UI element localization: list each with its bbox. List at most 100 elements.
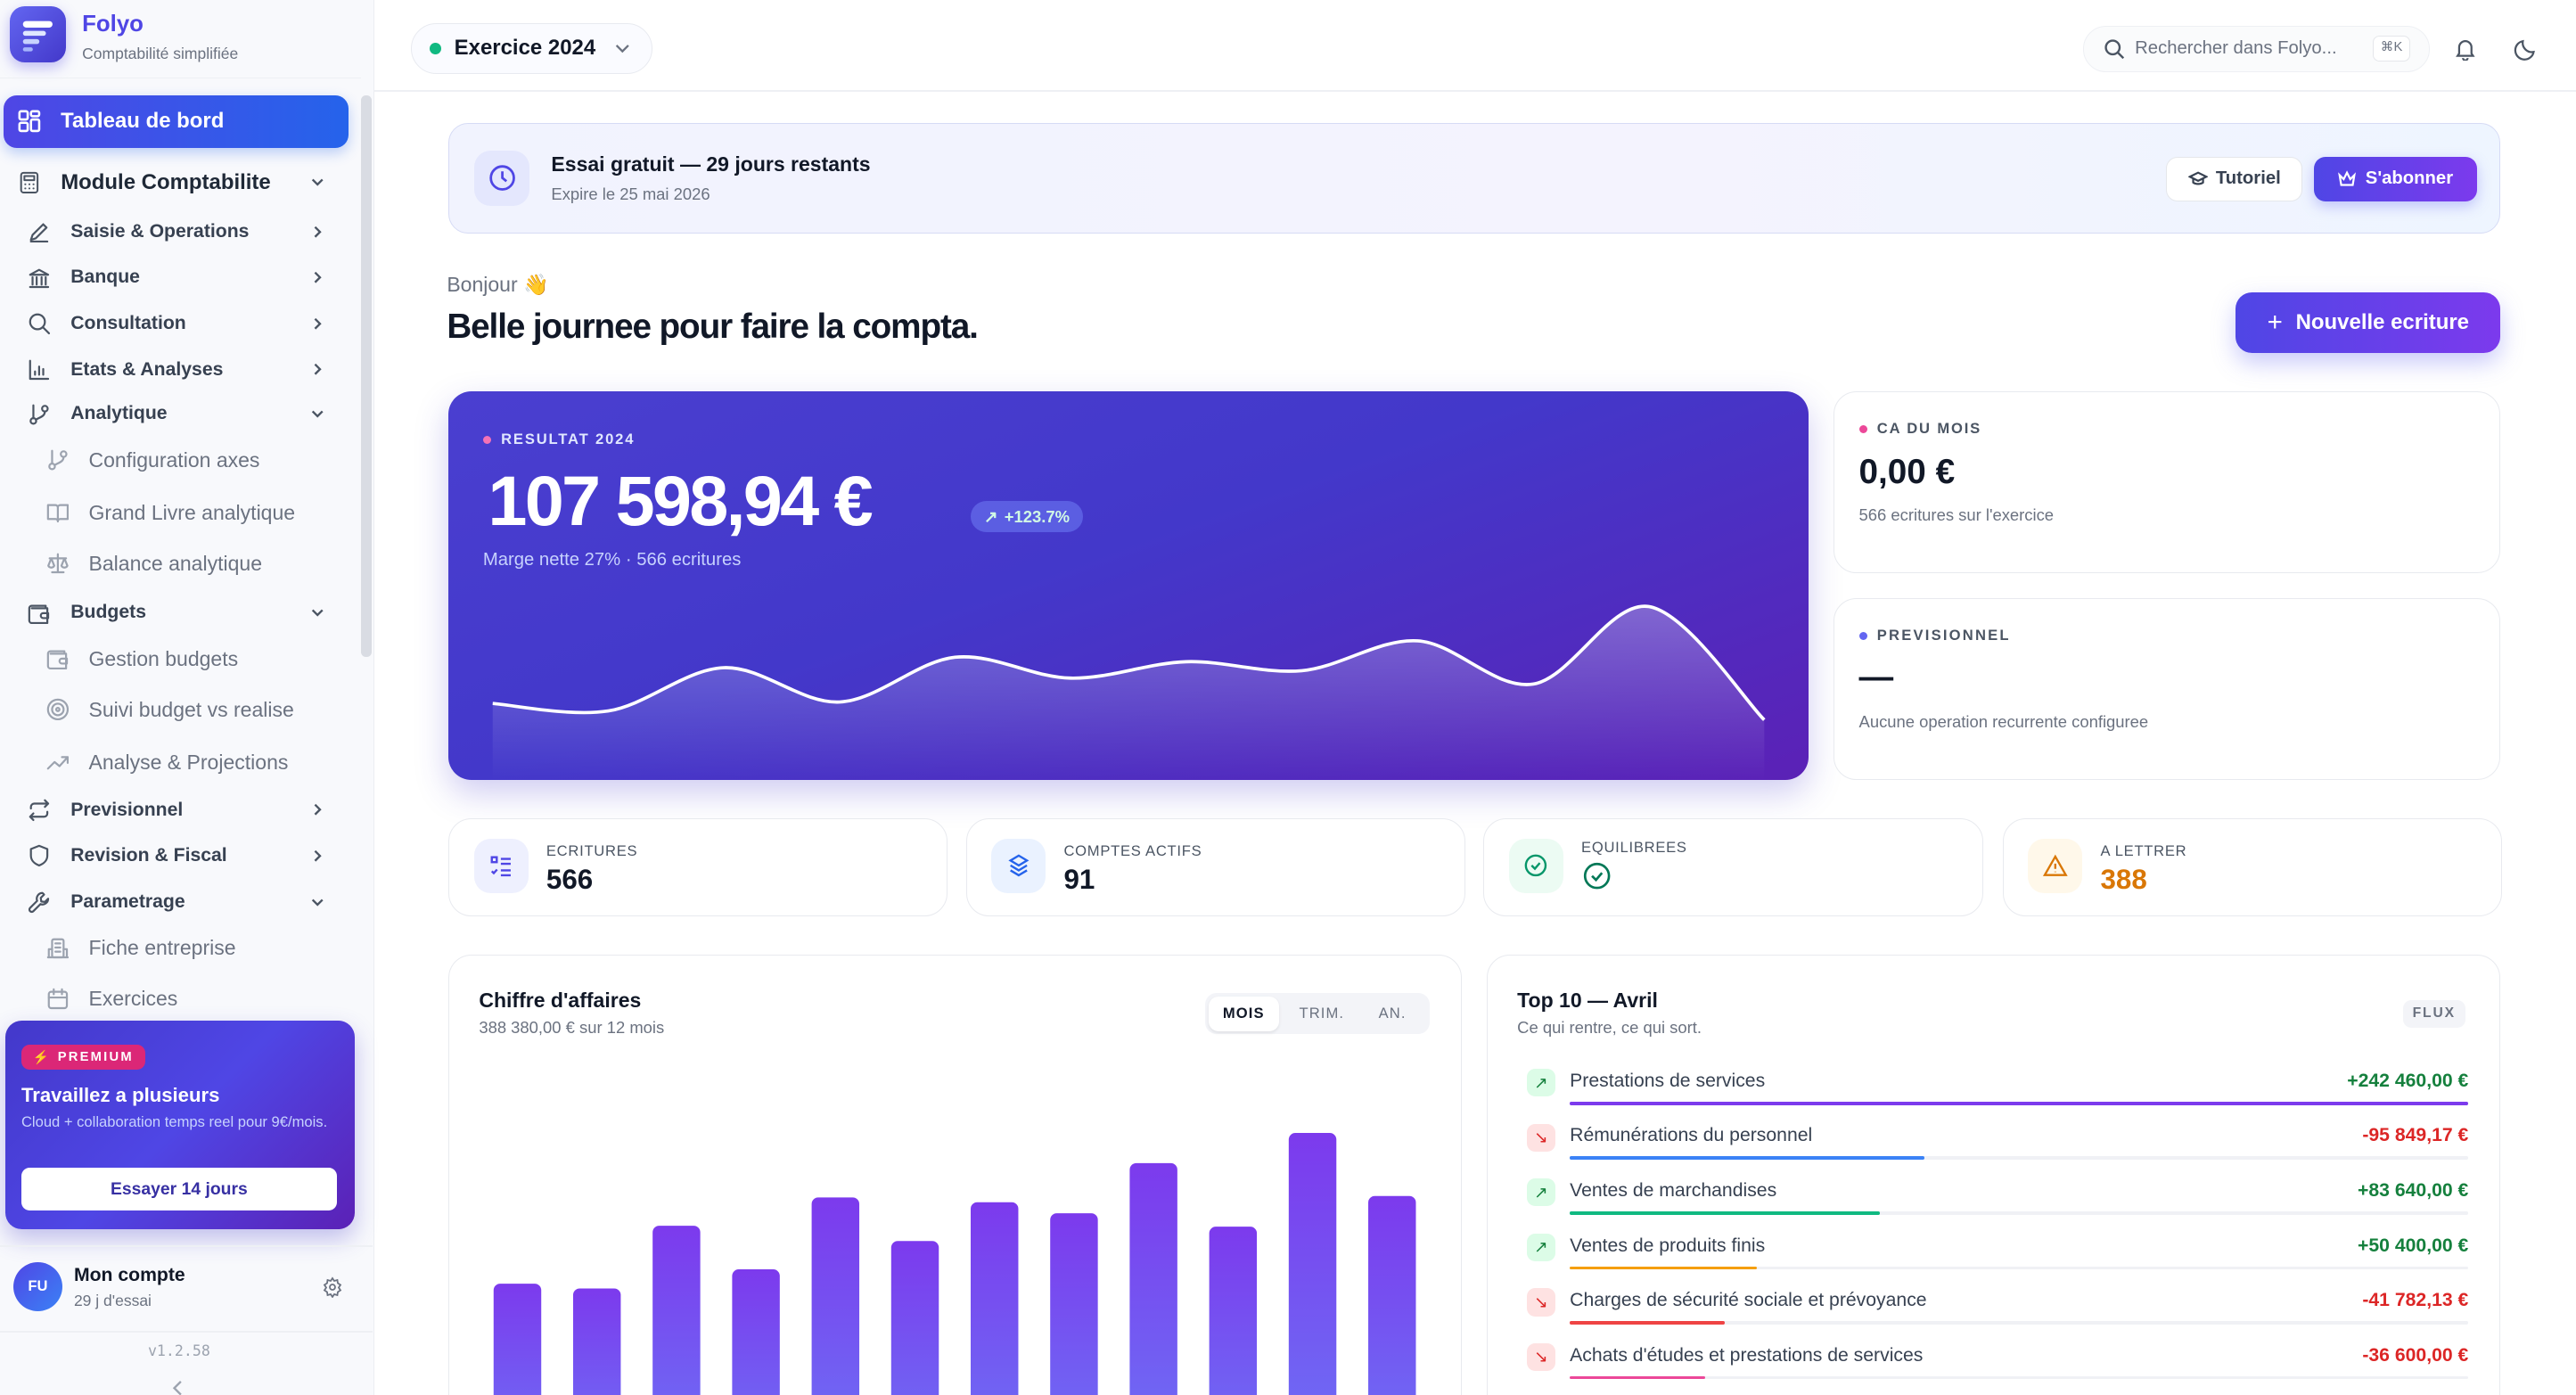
revenue-bar[interactable] <box>493 1283 542 1395</box>
trial-subtitle: Expire le 25 mai 2026 <box>551 185 710 204</box>
sidebar-item-saisie-operations[interactable]: Saisie & Operations <box>0 212 349 251</box>
sidebar-item-etats-analyses[interactable]: Etats & Analyses <box>0 350 349 390</box>
revenue-bar[interactable] <box>1288 1132 1337 1395</box>
sidebar-item-budgets[interactable]: Budgets <box>0 593 349 632</box>
chevron-right-icon[interactable] <box>309 316 325 332</box>
top10-share-bar <box>1570 1375 2469 1380</box>
sidebar-item-label: Tableau de bord <box>61 109 225 134</box>
avatar[interactable]: FU <box>12 1261 63 1311</box>
sidebar-item-analyse-projections[interactable]: Analyse & Projections <box>0 743 349 782</box>
result-hero-card: RESULTAT 2024 107 598,94 € ↗ +123.7% Marg… <box>448 390 1809 781</box>
sidebar-scrollbar[interactable] <box>361 94 372 658</box>
sidebar-item-revision-fiscal[interactable]: Revision & Fiscal <box>0 836 349 875</box>
subscribe-button[interactable]: S'abonner <box>2314 157 2477 201</box>
branch-icon <box>46 448 70 472</box>
sidebar-item-suivi-budget-vs-realise[interactable]: Suivi budget vs realise <box>0 690 349 729</box>
revenue-bar[interactable] <box>1209 1227 1258 1395</box>
chevron-right-icon[interactable] <box>309 269 325 285</box>
collapse-chevron-icon[interactable] <box>169 1380 185 1395</box>
top10-amount: -95 849,17 € <box>2362 1125 2469 1146</box>
kpi-comptes-actifs[interactable]: COMPTES ACTIFS 91 <box>965 817 1466 917</box>
sidebar-item-label: Suivi budget vs realise <box>88 697 294 721</box>
sidebar-item-analytique[interactable]: Analytique <box>0 394 349 433</box>
revenue-bar[interactable] <box>811 1197 860 1395</box>
chevron-right-icon[interactable] <box>309 801 325 817</box>
exercice-selector[interactable]: Exercice 2024 <box>410 22 652 74</box>
sidebar-item-fiche-entreprise[interactable]: Fiche entreprise <box>0 928 349 967</box>
tab-an[interactable]: AN. <box>1378 1005 1407 1022</box>
sidebar-item-module-comptabilite[interactable]: Module Comptabilite <box>0 162 349 201</box>
greeting-hello: Bonjour 👋 <box>447 272 549 296</box>
hero-subtitle: Marge nette 27% · 566 ecritures <box>482 550 742 570</box>
sidebar-item-gestion-budgets[interactable]: Gestion budgets <box>0 639 349 678</box>
sidebar-item-label: Module Comptabilite <box>61 169 271 194</box>
scale-icon <box>46 552 70 575</box>
search-input[interactable]: Rechercher dans Folyo... ⌘K <box>2083 26 2430 73</box>
top10-account-name: Ventes de produits finis <box>1570 1235 1766 1256</box>
hero-delta-badge: ↗ +123.7% <box>971 501 1083 533</box>
kpi-equilibrees[interactable]: EQUILIBREES <box>1483 817 1983 917</box>
kpi-label: COMPTES ACTIFS <box>1063 841 1202 859</box>
bell-icon[interactable] <box>2453 37 2478 62</box>
bar-chart-icon <box>28 358 51 382</box>
sidebar-item-label: Balance analytique <box>88 551 263 575</box>
sidebar-item-label: Banque <box>70 267 140 288</box>
sidebar-item-exercices[interactable]: Exercices <box>0 979 349 1018</box>
shield-icon <box>28 844 51 867</box>
tutorial-label: Tutoriel <box>2215 168 2281 189</box>
trial-banner: Essai gratuit — 29 jours restants Expire… <box>448 123 2501 234</box>
sidebar-item-configuration-axes[interactable]: Configuration axes <box>0 440 349 480</box>
top10-row[interactable]: ↘ Rémunérations du personnel -95 849,17 … <box>1527 1123 2469 1173</box>
arrow-up-right-icon: ↗ <box>1527 1233 1555 1261</box>
sidebar-item-parametrage[interactable]: Parametrage <box>0 882 349 922</box>
gear-icon[interactable] <box>322 1276 343 1299</box>
revenue-bar[interactable] <box>890 1241 939 1395</box>
top10-row[interactable]: ↗ Ventes de produits finis +50 400,00 € <box>1527 1233 2469 1283</box>
top10-subtitle: Ce qui rentre, ce qui sort. <box>1517 1017 1702 1037</box>
sidebar-item-balance-analytique[interactable]: Balance analytique <box>0 544 349 583</box>
revenue-bar[interactable] <box>1129 1162 1178 1395</box>
sidebar-item-tableau-de-bord[interactable]: Tableau de bord <box>3 94 349 148</box>
chevron-right-icon[interactable] <box>309 361 325 377</box>
tab-mois[interactable]: MOIS <box>1208 996 1279 1031</box>
chevron-right-icon[interactable] <box>309 224 325 240</box>
kpi-ecritures[interactable]: ECRITURES 566 <box>448 817 948 917</box>
sidebar-item-label: Parametrage <box>70 890 185 912</box>
sidebar-item-consultation[interactable]: Consultation <box>0 304 349 343</box>
chevron-down-icon[interactable] <box>309 174 325 190</box>
sidebar-item-grand-livre-analytique[interactable]: Grand Livre analytique <box>0 493 349 532</box>
sidebar-item-banque[interactable]: Banque <box>0 258 349 297</box>
chevron-right-icon[interactable] <box>309 848 325 864</box>
top10-row[interactable]: ↗ Ventes de marchandises +83 640,00 € <box>1527 1178 2469 1227</box>
revenue-bar[interactable] <box>652 1225 701 1395</box>
chevron-down-icon[interactable] <box>309 894 325 910</box>
chevron-down-icon[interactable] <box>309 406 325 422</box>
kpi-value: 566 <box>546 863 594 895</box>
revenue-bar[interactable] <box>732 1268 780 1395</box>
top10-share-fill <box>1570 1210 1880 1215</box>
account-name[interactable]: Mon compte <box>73 1265 185 1286</box>
revenue-bar[interactable] <box>573 1288 621 1395</box>
moon-icon[interactable] <box>2514 37 2539 62</box>
revenue-bar[interactable] <box>1050 1212 1098 1395</box>
sidebar-item-previsionnel[interactable]: Previsionnel <box>0 791 349 830</box>
kpi-a-lettrer[interactable]: A LETTRER 388 <box>2002 817 2503 917</box>
chevron-down-icon[interactable] <box>309 604 325 620</box>
arrow-up-right-icon: ↗ <box>983 506 998 526</box>
sidebar-item-label: Analytique <box>70 403 168 424</box>
tutorial-button[interactable]: Tutoriel <box>2166 157 2303 201</box>
warning-icon <box>2028 838 2083 893</box>
plus-icon: + <box>2267 308 2283 338</box>
top10-row[interactable]: ↘ Achats d'études et prestations de serv… <box>1527 1342 2469 1392</box>
top10-row[interactable]: ↘ Charges de sécurité sociale et prévoya… <box>1527 1288 2469 1337</box>
shortcut-hint: ⌘K <box>2373 35 2410 62</box>
new-entry-button[interactable]: + Nouvelle ecriture <box>2236 292 2501 354</box>
tab-trim[interactable]: TRIM. <box>1299 1005 1345 1022</box>
target-icon <box>46 698 70 721</box>
revenue-bar[interactable] <box>1368 1195 1416 1395</box>
divider <box>0 77 362 79</box>
revenue-bar[interactable] <box>971 1202 1019 1395</box>
building-icon <box>46 937 70 960</box>
top10-row[interactable]: ↗ Prestations de services +242 460,00 € <box>1527 1069 2469 1118</box>
try-premium-button[interactable]: Essayer 14 jours <box>21 1168 337 1211</box>
